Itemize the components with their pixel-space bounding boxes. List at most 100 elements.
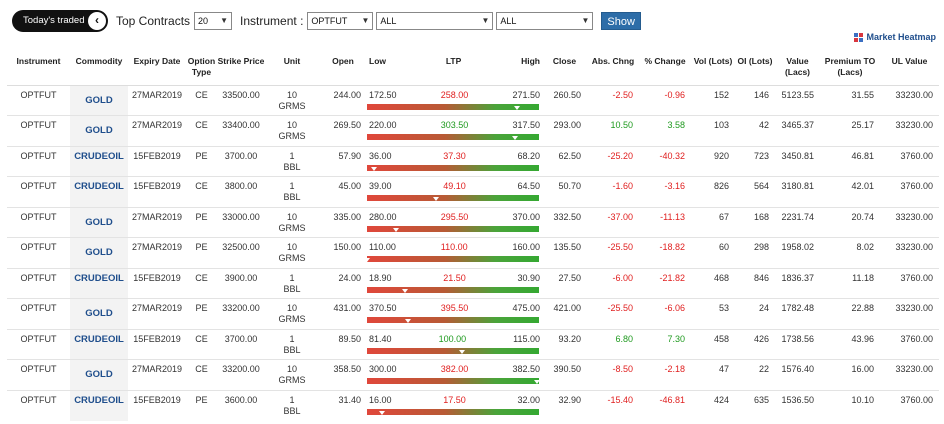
instrument-select[interactable]: OPTFUT ▼ — [307, 12, 374, 30]
col-commodity[interactable]: Commodity — [75, 56, 123, 66]
option-type-cell: CE — [186, 328, 217, 360]
table-row[interactable]: OPTFUT CRUDEOIL 15FEB2019 PE 3700.00 1 BBL 57.9… — [7, 145, 939, 177]
option-type-cell: PE — [186, 145, 217, 177]
table-row[interactable]: OPTFUT GOLD 27MAR2019 CE 33400.00 10 GRMS 269.5… — [7, 115, 939, 146]
commodity-link[interactable]: GOLD — [70, 298, 128, 329]
vol-cell: 103 — [691, 115, 735, 146]
close-marker — [534, 380, 541, 384]
unit-cell: 1 BBL — [265, 328, 319, 360]
ltp-value: 49.10 — [443, 181, 466, 191]
col-expiry[interactable]: Expiry Date — [133, 56, 181, 66]
open-cell: 24.00 — [319, 267, 367, 299]
unit-name: GRMS — [278, 314, 306, 324]
col-open[interactable]: Open — [332, 56, 354, 66]
value-cell: 5123.55 — [775, 84, 820, 116]
close-marker — [393, 227, 400, 232]
table-row[interactable]: OPTFUT GOLD 27MAR2019 CE 33200.00 10 GRMS 358.5… — [7, 359, 939, 390]
low-value: 370.50 — [369, 303, 397, 313]
commodity-link[interactable]: CRUDEOIL — [70, 328, 128, 360]
strike-cell: 33400.00 — [217, 115, 265, 146]
col-ltp[interactable]: LTP — [445, 56, 462, 66]
price-range-bar — [367, 134, 539, 140]
instrument-cell: OPTFUT — [7, 298, 70, 329]
market-heatmap-link[interactable]: Market Heatmap — [854, 32, 936, 42]
col-instrument[interactable]: Instrument — [16, 56, 61, 66]
col-abs-chng[interactable]: Abs. Chng — [591, 56, 635, 66]
table-row[interactable]: OPTFUT CRUDEOIL 15FEB2019 PE 3600.00 1 BBL 31.4… — [7, 389, 939, 421]
close-cell: 135.50 — [542, 237, 587, 268]
open-cell: 31.40 — [319, 389, 367, 421]
commodity-link[interactable]: GOLD — [70, 359, 128, 390]
low-value: 16.00 — [369, 394, 392, 405]
chevron-down-icon: ▼ — [361, 16, 370, 25]
table-row[interactable]: OPTFUT GOLD 27MAR2019 PE 32500.00 10 GRMS 150.0… — [7, 237, 939, 268]
instrument-cell: OPTFUT — [7, 359, 70, 390]
col-pct-change[interactable]: % Change — [644, 56, 686, 66]
unit-cell: 10 GRMS — [265, 298, 319, 329]
close-marker — [432, 197, 439, 201]
commodity-link[interactable]: GOLD — [70, 237, 128, 268]
value-cell: 1958.02 — [775, 237, 820, 268]
high-value: 115.00 — [513, 333, 540, 344]
instrument-cell: OPTFUT — [7, 237, 70, 268]
col-unit[interactable]: Unit — [283, 56, 301, 66]
close-cell: 93.20 — [542, 328, 587, 360]
commodity-link[interactable]: CRUDEOIL — [70, 389, 128, 421]
unit-qty: 1 — [289, 394, 295, 405]
col-ul-value[interactable]: UL Value — [891, 56, 928, 66]
col-strike[interactable]: Strike Price — [217, 56, 265, 66]
range-cell: 39.00 49.10 64.50 — [367, 176, 542, 207]
commodity-link[interactable]: CRUDEOIL — [70, 267, 128, 299]
commodity-link[interactable]: GOLD — [70, 84, 128, 116]
ltp-value: 17.50 — [443, 394, 466, 405]
strike-cell: 3800.00 — [217, 176, 265, 207]
premium-cell: 46.81 — [820, 145, 880, 177]
table-row[interactable]: OPTFUT GOLD 27MAR2019 PE 33000.00 10 GRMS 335.0… — [7, 206, 939, 238]
commodity-link[interactable]: CRUDEOIL — [70, 176, 128, 207]
col-low[interactable]: Low — [369, 56, 386, 66]
col-oi[interactable]: OI (Lots) — [737, 56, 773, 66]
col-value[interactable]: Value (Lacs) — [784, 56, 811, 77]
high-value: 160.00 — [512, 242, 540, 252]
unit-name: BBL — [283, 161, 301, 172]
unit-cell: 10 GRMS — [265, 84, 319, 116]
commodity-link[interactable]: CRUDEOIL — [70, 145, 128, 177]
unit-qty: 1 — [289, 333, 295, 344]
table-row[interactable]: OPTFUT CRUDEOIL 15FEB2019 CE 3800.00 1 BBL 45.0… — [7, 176, 939, 207]
instrument-cell: OPTFUT — [7, 267, 70, 299]
unit-cell: 10 GRMS — [265, 237, 319, 268]
high-value: 271.50 — [512, 89, 540, 100]
col-option-type[interactable]: Option Type — [187, 56, 216, 77]
premium-cell: 31.55 — [820, 84, 880, 116]
col-vol[interactable]: Vol (Lots) — [693, 56, 733, 66]
ul-value-cell: 33230.00 — [880, 298, 939, 329]
col-premium[interactable]: Premium TO (Lacs) — [824, 56, 876, 77]
high-value: 68.20 — [517, 150, 540, 161]
col-high[interactable]: High — [521, 56, 540, 66]
expiry-filter-select[interactable]: ALL ▼ — [496, 12, 594, 30]
ul-value-cell: 3760.00 — [880, 176, 939, 207]
pct-change-cell: -2.18 — [639, 359, 691, 390]
instrument-label: Instrument : — [240, 14, 304, 28]
table-row[interactable]: OPTFUT CRUDEOIL 15FEB2019 CE 3700.00 1 BBL 89.5… — [7, 328, 939, 360]
table-row[interactable]: OPTFUT GOLD 27MAR2019 PE 33200.00 10 GRMS 431.0… — [7, 298, 939, 329]
top-contracts-select[interactable]: 20 ▼ — [194, 12, 233, 30]
pct-change-cell: -11.13 — [639, 206, 691, 238]
show-button[interactable]: Show — [601, 12, 641, 30]
ltp-value: 395.50 — [440, 303, 469, 313]
price-range-bar — [367, 225, 539, 232]
todays-traded-toggle[interactable]: Today's traded ‹ — [12, 10, 108, 32]
commodity-filter-select[interactable]: ALL ▼ — [376, 12, 494, 30]
pct-change-cell: -6.06 — [639, 298, 691, 329]
table-row[interactable]: OPTFUT CRUDEOIL 15FEB2019 CE 3900.00 1 BBL 24.0… — [7, 267, 939, 299]
commodity-link[interactable]: GOLD — [70, 206, 128, 238]
vol-cell: 53 — [691, 298, 735, 329]
table-row[interactable]: OPTFUT GOLD 27MAR2019 CE 33500.00 10 GRMS 244.0… — [7, 84, 939, 116]
chevron-left-icon[interactable]: ‹ — [88, 12, 106, 30]
col-close[interactable]: Close — [552, 56, 577, 66]
price-range-bar — [367, 164, 539, 171]
range-cell: 280.00 295.50 370.00 — [367, 206, 542, 238]
strike-cell: 33200.00 — [217, 359, 265, 390]
expiry-filter-value: ALL — [500, 16, 517, 26]
commodity-link[interactable]: GOLD — [70, 115, 128, 146]
